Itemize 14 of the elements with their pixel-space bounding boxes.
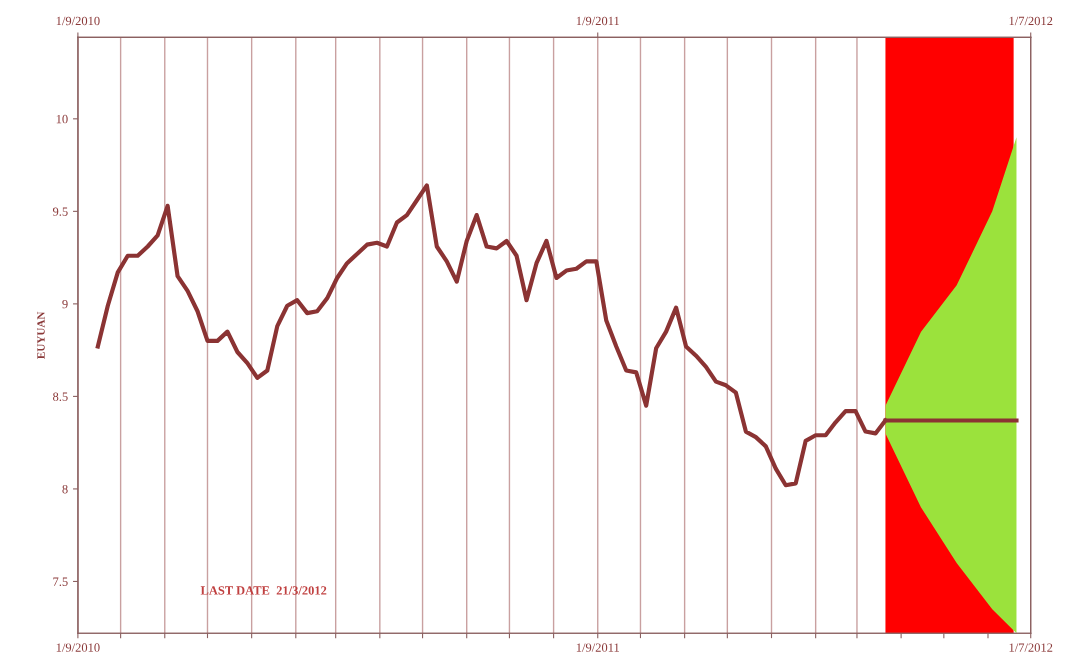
y-tick-label: 10 <box>56 114 68 124</box>
x-tick-label: 1/9/2010 <box>56 643 100 652</box>
y-tick-label: 9 <box>62 299 68 309</box>
annotation: LAST DATE 21/3/2012 <box>200 586 327 595</box>
x2-tick-label: 1/9/2011 <box>576 16 619 26</box>
x2-tick-label: 1/7/2012 <box>1009 16 1053 26</box>
x-tick-label: 1/7/2012 <box>1009 643 1053 652</box>
y-tick-label: 9.5 <box>52 207 68 216</box>
y-axis-title: EUYUAN <box>37 311 45 359</box>
y-tick-label: 8.5 <box>53 392 68 401</box>
y-tick-label: 7.5 <box>53 577 68 586</box>
y-tick-label: 8 <box>62 484 68 494</box>
x2-tick-label: 1/9/2010 <box>56 16 100 26</box>
x-tick-label: 1/9/2011 <box>576 643 619 652</box>
